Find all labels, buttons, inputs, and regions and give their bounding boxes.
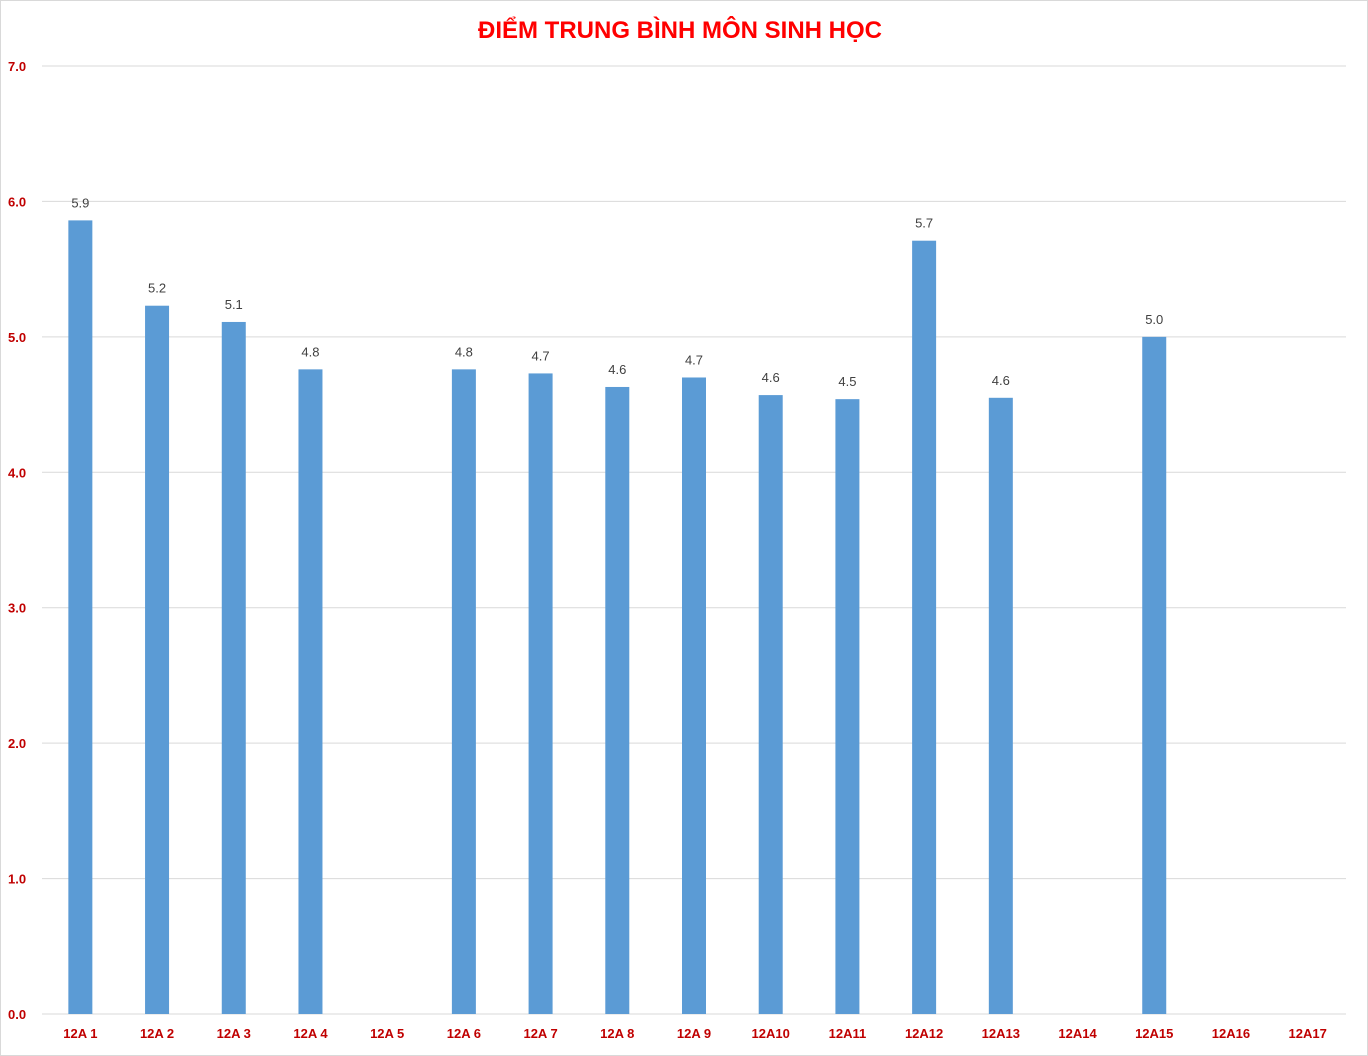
data-label: 4.7 bbox=[532, 348, 550, 363]
x-tick-label: 12A 2 bbox=[140, 1026, 174, 1041]
data-label: 4.6 bbox=[762, 370, 780, 385]
x-tick-label: 12A16 bbox=[1212, 1026, 1250, 1041]
bars bbox=[68, 220, 1167, 1015]
data-label: 4.6 bbox=[992, 373, 1010, 388]
x-tick-label: 12A 4 bbox=[293, 1026, 328, 1041]
data-label: 5.9 bbox=[71, 195, 89, 210]
y-tick-label: 0.0 bbox=[8, 1007, 26, 1022]
x-tick-label: 12A 5 bbox=[370, 1026, 404, 1041]
bar bbox=[1142, 336, 1167, 1014]
data-label: 4.7 bbox=[685, 352, 703, 367]
data-label: 4.6 bbox=[608, 362, 626, 377]
x-tick-label: 12A 7 bbox=[523, 1026, 557, 1041]
bar bbox=[145, 305, 170, 1014]
data-label: 5.2 bbox=[148, 281, 166, 296]
x-tick-label: 12A 9 bbox=[677, 1026, 711, 1041]
bar bbox=[221, 321, 246, 1015]
x-tick-label: 12A15 bbox=[1135, 1026, 1173, 1041]
data-label: 4.8 bbox=[301, 344, 319, 359]
bar bbox=[451, 369, 476, 1014]
bar bbox=[912, 240, 937, 1014]
x-tick-label: 12A 8 bbox=[600, 1026, 634, 1041]
x-tick-label: 12A14 bbox=[1058, 1026, 1097, 1041]
bar bbox=[605, 386, 630, 1015]
bar bbox=[988, 397, 1013, 1014]
x-tick-label: 12A11 bbox=[829, 1026, 867, 1041]
x-tick-label: 12A 1 bbox=[63, 1026, 97, 1041]
bar bbox=[682, 377, 706, 1014]
y-tick-label: 2.0 bbox=[8, 736, 26, 751]
x-tick-label: 12A 3 bbox=[217, 1026, 251, 1041]
y-tick-label: 6.0 bbox=[8, 194, 26, 209]
y-tick-label: 4.0 bbox=[8, 465, 26, 480]
bar bbox=[835, 399, 860, 1014]
y-tick-label: 5.0 bbox=[8, 330, 26, 345]
x-tick-label: 12A 6 bbox=[447, 1026, 481, 1041]
x-tick-label: 12A13 bbox=[982, 1026, 1020, 1041]
x-tick-label: 12A10 bbox=[752, 1026, 790, 1041]
x-axis-ticks: 12A 1 12A 2 12A 3 12A 4 12A 5 12A 6 12A 7 12A 8… bbox=[63, 1026, 1327, 1041]
chart-title: ĐIỂM TRUNG BÌNH MÔN SINH HỌC bbox=[478, 16, 882, 44]
data-label: 5.7 bbox=[915, 216, 933, 231]
y-tick-label: 7.0 bbox=[8, 59, 26, 74]
x-tick-label: 12A12 bbox=[905, 1026, 943, 1041]
bar bbox=[298, 369, 323, 1014]
y-tick-label: 3.0 bbox=[8, 601, 26, 616]
bar bbox=[758, 395, 783, 1014]
data-label: 4.5 bbox=[838, 374, 856, 389]
bar bbox=[528, 373, 553, 1014]
data-label: 4.8 bbox=[455, 344, 473, 359]
data-label: 5.0 bbox=[1145, 312, 1163, 327]
y-tick-label: 1.0 bbox=[8, 872, 26, 887]
bar bbox=[68, 220, 93, 1015]
data-label: 5.1 bbox=[225, 297, 243, 312]
data-labels: 5.9 5.2 5.1 4.8 4.8 4.7 4.6 4.7 4.6 4.5 5.7 4.6 5.0 bbox=[71, 195, 1163, 389]
y-axis-ticks: 0.0 1.0 2.0 3.0 4.0 5.0 6.0 7.0 bbox=[8, 59, 26, 1022]
x-tick-label: 12A17 bbox=[1288, 1026, 1326, 1041]
